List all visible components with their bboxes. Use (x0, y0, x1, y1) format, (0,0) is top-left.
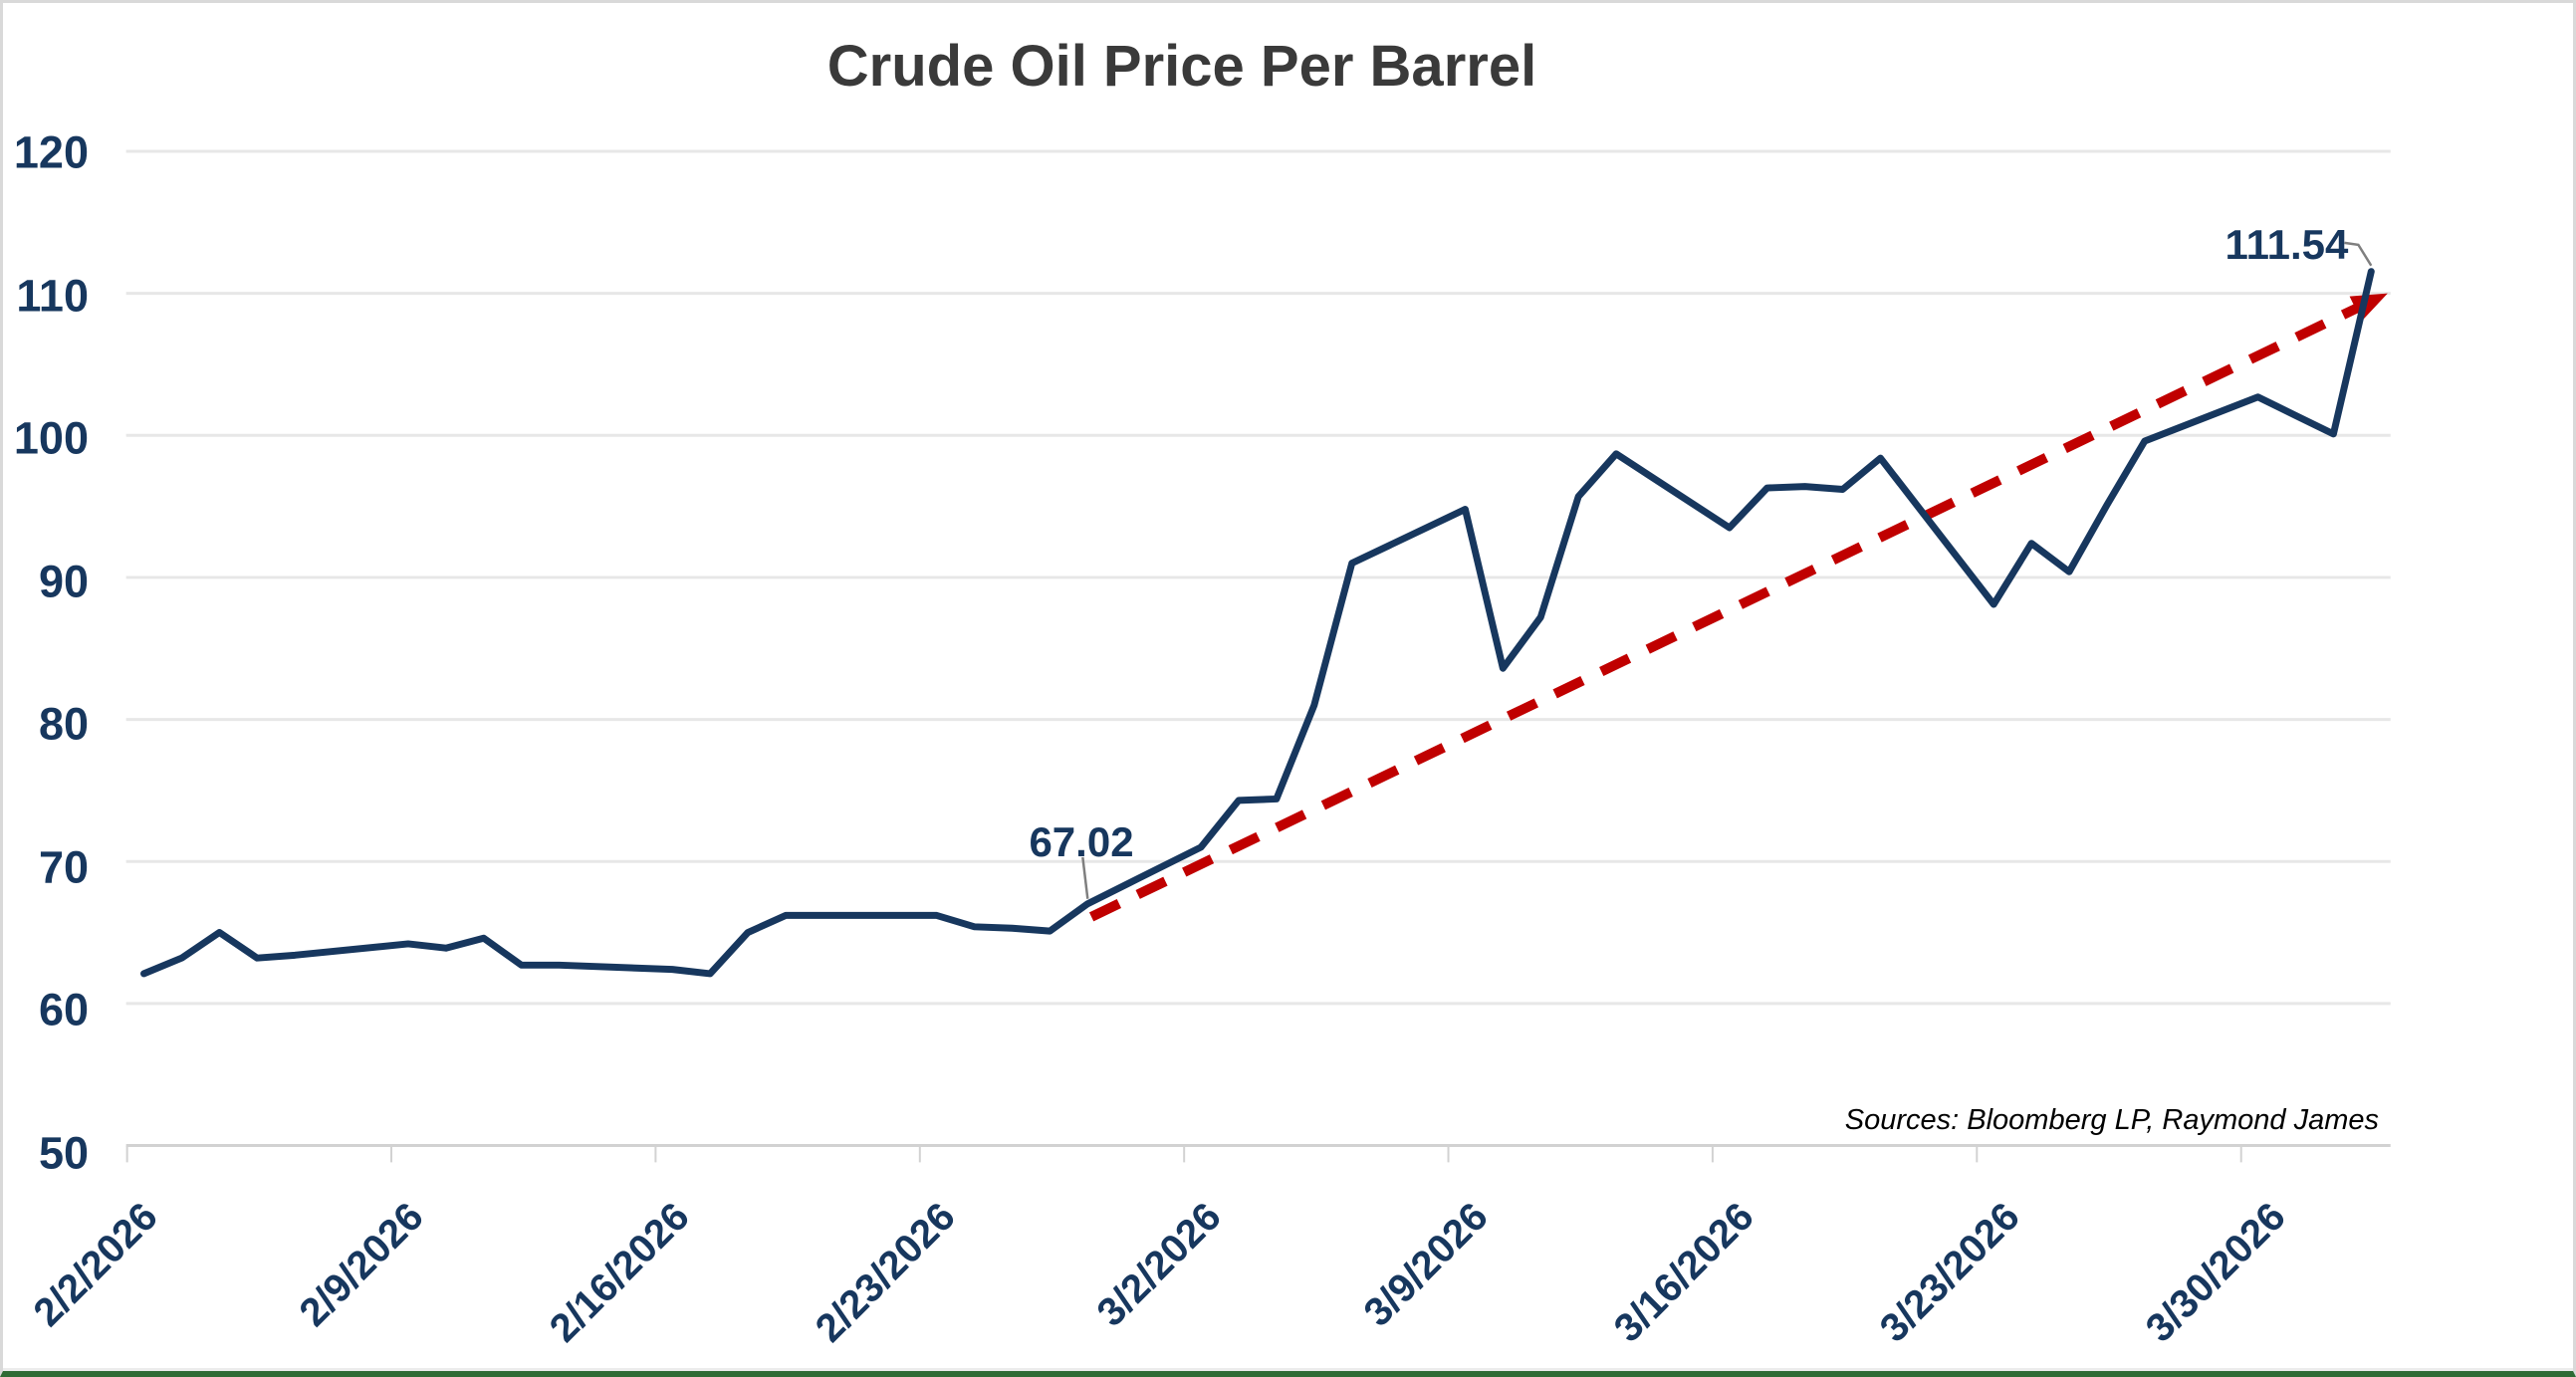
annotation-label: 67.02 (1029, 817, 1134, 865)
y-axis-label: 50 (38, 1127, 89, 1179)
y-axis-label: 120 (13, 126, 89, 178)
trend-line (1088, 301, 2365, 922)
y-axis-label: 110 (16, 270, 89, 322)
annotation-leader (2344, 241, 2373, 267)
y-axis-label: 90 (38, 556, 89, 607)
price-line (140, 268, 2375, 978)
annotation-leader (1081, 856, 1089, 899)
price-chart-canvas (125, 149, 2391, 1163)
y-axis-label: 100 (13, 412, 89, 464)
source-note: Sources: Bloomberg LP, Raymond James (1844, 1104, 2379, 1136)
y-axis-label: 80 (38, 698, 89, 750)
y-axis-label: 70 (38, 841, 89, 893)
chart-title: Crude Oil Price Per Barrel (826, 34, 1537, 99)
annotation-label: 111.54 (2225, 221, 2349, 269)
y-axis-label: 60 (38, 984, 89, 1035)
